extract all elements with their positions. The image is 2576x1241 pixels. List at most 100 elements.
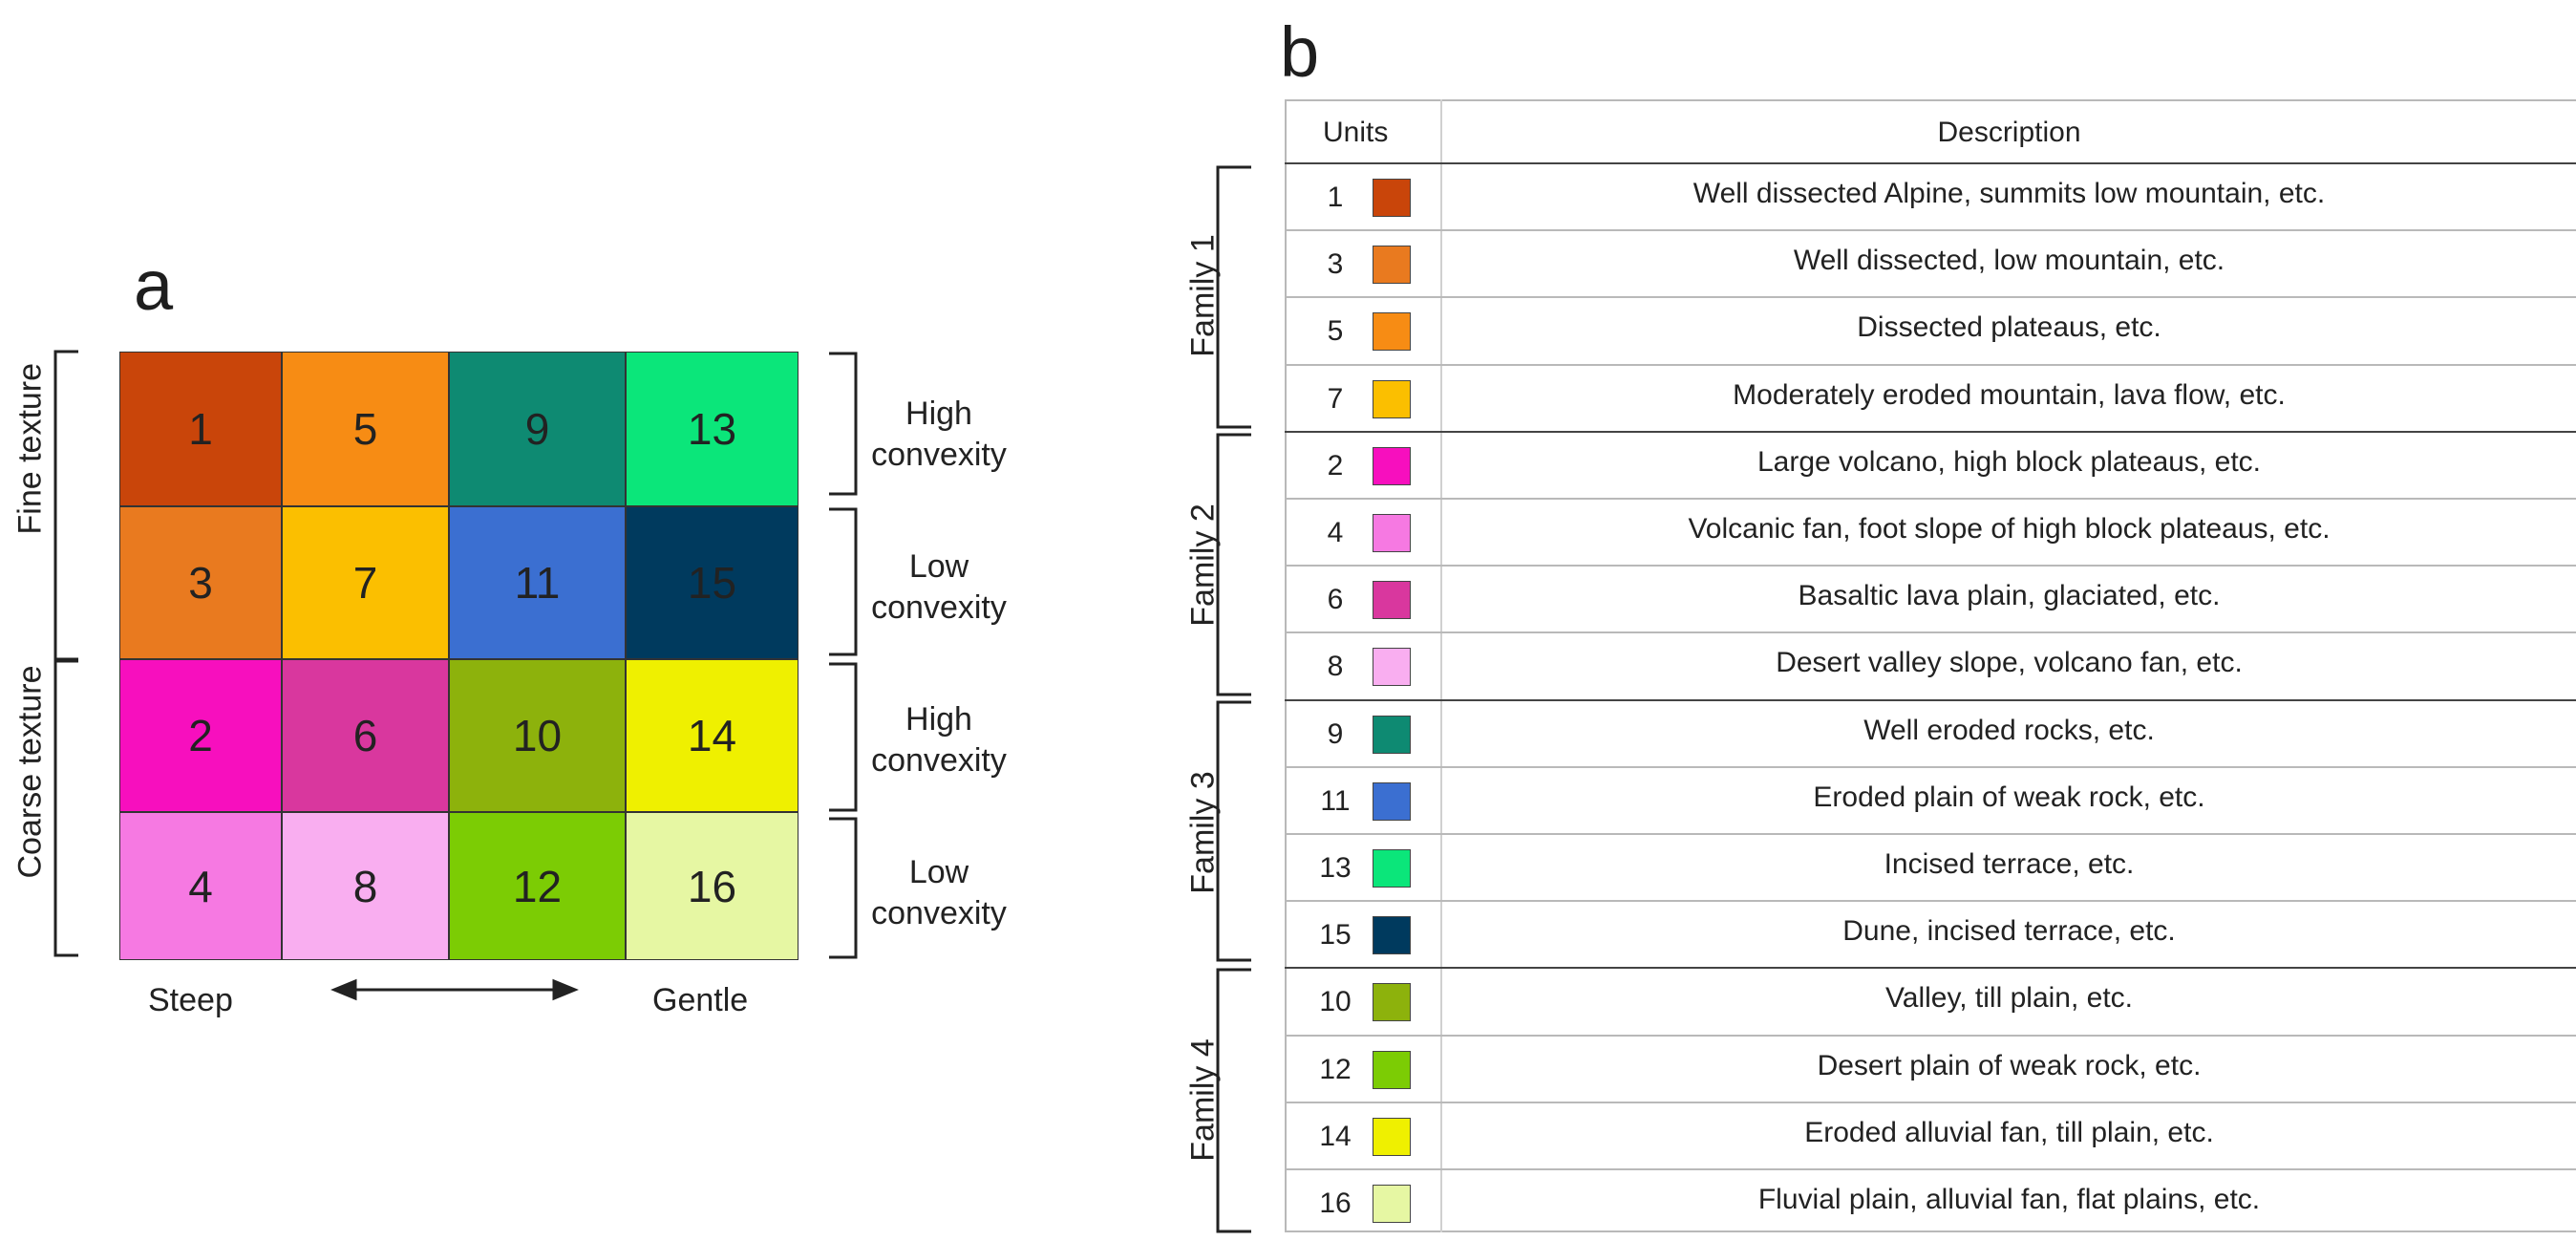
- unit-color-swatch: [1373, 446, 1411, 485]
- family-2-label: Family 2: [1184, 503, 1222, 627]
- legend-row: 10 Valley, till plain, etc.: [1285, 967, 2576, 1034]
- unit-description: Fluvial plain, alluvial fan, flat plains…: [1757, 1184, 2261, 1215]
- unit-color-swatch: [1373, 781, 1411, 821]
- legend-row: 12 Desert plain of weak rock, etc.: [1285, 1034, 2576, 1102]
- unit-number: 6: [1327, 584, 1344, 616]
- unit-color-swatch: [1373, 1117, 1411, 1156]
- unit-number: 5: [1327, 315, 1344, 348]
- legend-row: 6 Basaltic lava plain, glaciated, etc.: [1285, 565, 2576, 631]
- unit-number: 2: [1327, 449, 1344, 481]
- unit-number: 10: [1319, 986, 1352, 1018]
- grid-cell: 2: [119, 659, 282, 812]
- unit-description: Eroded plain of weak rock, etc.: [1813, 781, 2205, 813]
- unit-description: Well dissected Alpine, summits low mount…: [1692, 178, 2326, 209]
- unit-number: 7: [1327, 382, 1344, 415]
- convexity-label-row-4: Low convexity: [871, 854, 1007, 931]
- family-1-label: Family 1: [1184, 234, 1222, 357]
- unit-description: Desert valley slope, volcano fan, etc.: [1776, 647, 2243, 679]
- convexity-label-row-2: Low convexity: [871, 548, 1007, 626]
- coarse-texture-bracket: [53, 659, 78, 957]
- family-3-bracket: [1216, 700, 1251, 962]
- grid-cell: 10: [449, 659, 626, 812]
- panel-a-letter: a: [134, 246, 174, 325]
- unit-description: Eroded alluvial fan, till plain, etc.: [1804, 1116, 2214, 1148]
- steep-gentle-arrow: [330, 978, 579, 1001]
- unit-description: Volcanic fan, foot slope of high block p…: [1688, 513, 2331, 545]
- units-header: Units: [1323, 117, 1389, 148]
- convexity-label-row-3: High convexity: [871, 701, 1007, 779]
- grid-cell: 7: [282, 506, 449, 659]
- unit-description: Dissected plateaus, etc.: [1857, 311, 2161, 344]
- legend-row: 4 Volcanic fan, foot slope of high block …: [1285, 498, 2576, 565]
- family-4-label: Family 4: [1184, 1038, 1222, 1162]
- grid-cell: 8: [282, 812, 449, 960]
- unit-color-swatch: [1373, 983, 1411, 1022]
- unit-number: 15: [1319, 919, 1352, 952]
- unit-description: Large volcano, high block plateaus, etc.: [1756, 445, 2261, 478]
- family-1-bracket: [1216, 165, 1251, 429]
- unit-description: Well eroded rocks, etc.: [1863, 714, 2155, 746]
- fine-texture-bracket: [53, 350, 78, 661]
- legend-row: 9 Well eroded rocks, etc.: [1285, 698, 2576, 766]
- unit-description: Dune, incised terrace, etc.: [1842, 915, 2176, 948]
- grid-cell: 3: [119, 506, 282, 659]
- unit-color-swatch: [1373, 514, 1411, 552]
- legend-row: 8 Desert valley slope, volcano fan, etc.: [1285, 631, 2576, 698]
- unit-number: 12: [1319, 1053, 1352, 1085]
- unit-color-swatch: [1373, 715, 1411, 754]
- description-header: Description: [1937, 117, 2081, 148]
- unit-color-swatch: [1373, 312, 1411, 352]
- unit-number: 11: [1320, 784, 1351, 817]
- unit-color-swatch: [1373, 246, 1411, 285]
- legend-row: 2 Large volcano, high block plateaus, etc…: [1285, 430, 2576, 498]
- grid-cell: 16: [626, 812, 798, 960]
- legend-table: [1285, 99, 2576, 1232]
- unit-color-swatch: [1373, 916, 1411, 955]
- unit-color-swatch: [1373, 1050, 1411, 1089]
- convexity-bracket-1: [829, 352, 858, 496]
- grid-cell: 1: [119, 352, 282, 506]
- legend-row: 1 Well dissected Alpine, summits low moun…: [1285, 162, 2576, 229]
- grid-cell: 12: [449, 812, 626, 960]
- unit-description: Basaltic lava plain, glaciated, etc.: [1798, 580, 2221, 612]
- family-2-bracket: [1216, 433, 1251, 696]
- unit-number: 3: [1327, 248, 1344, 281]
- unit-description: Desert plain of weak rock, etc.: [1817, 1049, 2202, 1081]
- unit-color-swatch: [1373, 1185, 1411, 1223]
- convexity-label-row-1: High convexity: [871, 396, 1007, 473]
- steep-label: Steep: [148, 982, 233, 1018]
- units-column-divider: [1440, 99, 1442, 1232]
- unit-number: 16: [1319, 1188, 1352, 1219]
- legend-row: 11 Eroded plain of weak rock, etc.: [1285, 765, 2576, 833]
- unit-color-swatch: [1373, 581, 1411, 620]
- grid-cell: 14: [626, 659, 798, 812]
- grid-cell: 15: [626, 506, 798, 659]
- family-3-label: Family 3: [1184, 771, 1222, 894]
- unit-number: 1: [1327, 182, 1344, 213]
- unit-number: 4: [1327, 517, 1344, 548]
- family-4-bracket: [1216, 968, 1251, 1233]
- unit-number: 13: [1319, 852, 1352, 884]
- unit-description: Moderately eroded mountain, lava flow, e…: [1733, 378, 2286, 411]
- unit-number: 9: [1327, 717, 1344, 750]
- grid-cell: 4: [119, 812, 282, 960]
- grid-cell: 9: [449, 352, 626, 506]
- unit-color-swatch: [1373, 849, 1411, 888]
- unit-description: Well dissected, low mountain, etc.: [1793, 245, 2225, 277]
- convexity-bracket-3: [829, 662, 858, 812]
- legend-row: 16 Fluvial plain, alluvial fan, flat plai…: [1285, 1168, 2576, 1235]
- grid-cell: 13: [626, 352, 798, 506]
- unit-number: 14: [1319, 1120, 1352, 1152]
- grid-cell: 6: [282, 659, 449, 812]
- gentle-label: Gentle: [652, 982, 749, 1018]
- grid-cell: 5: [282, 352, 449, 506]
- grid-cell: 11: [449, 506, 626, 659]
- unit-number: 8: [1327, 651, 1344, 683]
- legend-row: 5 Dissected plateaus, etc.: [1285, 296, 2576, 363]
- legend-row: 7 Moderately eroded mountain, lava flow, …: [1285, 363, 2576, 431]
- convexity-bracket-2: [829, 507, 858, 656]
- unit-color-swatch: [1373, 179, 1411, 217]
- panel-b-letter: b: [1280, 12, 1320, 92]
- legend-row: 13 Incised terrace, etc.: [1285, 833, 2576, 900]
